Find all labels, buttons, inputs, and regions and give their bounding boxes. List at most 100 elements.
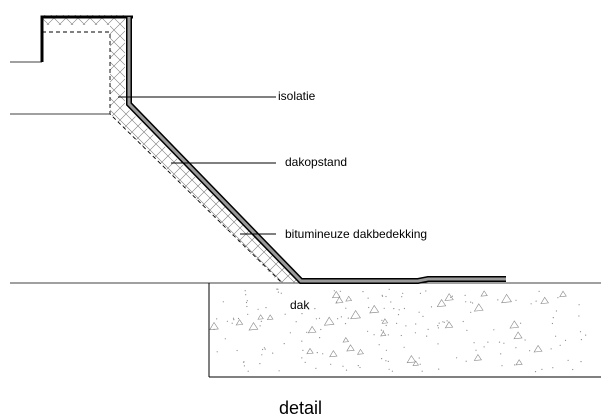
concrete-speck (244, 290, 246, 292)
concrete-speck (342, 365, 344, 367)
concrete-speck (315, 318, 317, 320)
concrete-speck (578, 304, 580, 306)
concrete-speck (259, 325, 261, 327)
concrete-speck (257, 308, 259, 310)
concrete-aggregate-triangle (346, 344, 355, 352)
concrete-speck (520, 322, 522, 324)
concrete-speck (580, 361, 582, 363)
concrete-speck (233, 319, 235, 321)
concrete-speck (530, 303, 532, 305)
concrete-speck (260, 320, 262, 322)
concrete-speck (524, 339, 526, 341)
concrete-speck (405, 325, 407, 327)
concrete-aggregate-triangle (533, 344, 543, 353)
concrete-speck (475, 349, 477, 351)
concrete-aggregate-triangle (331, 290, 341, 299)
concrete-speck (401, 296, 403, 298)
concrete-slab-body (209, 283, 601, 377)
concrete-speck (261, 354, 263, 356)
concrete-speck (442, 321, 444, 323)
concrete-speck (367, 330, 369, 332)
concrete-speck (552, 317, 554, 319)
concrete-speck (222, 301, 224, 303)
concrete-aggregate-triangle (513, 331, 523, 340)
concrete-speck (245, 294, 247, 296)
concrete-aggregate-triangle (342, 336, 350, 343)
concrete-aggregate-triangle (345, 295, 353, 302)
concrete-speck (380, 329, 382, 331)
insulation-dashed-outline (42, 31, 283, 284)
concrete-speck (550, 348, 552, 350)
concrete-speck (427, 328, 429, 330)
concrete-aggregate-triangle (266, 314, 274, 320)
concrete-speck (419, 292, 421, 294)
concrete-speck (385, 324, 387, 327)
concrete-aggregate-triangle (356, 348, 364, 355)
concrete-speck (237, 317, 240, 320)
concrete-speck (278, 370, 280, 372)
concrete-roof-slab (208, 283, 601, 378)
concrete-speck (497, 299, 499, 301)
concrete-speck (301, 313, 303, 315)
concrete-aggregate-triangle (329, 350, 338, 358)
concrete-speck (515, 347, 517, 349)
label-upstand: dakopstand (285, 155, 348, 169)
concrete-speck (280, 292, 282, 294)
concrete-speck (381, 295, 384, 297)
concrete-speck (387, 334, 389, 336)
concrete-speck (308, 308, 310, 310)
concrete-speck (382, 330, 384, 332)
concrete-speck (276, 288, 278, 290)
concrete-speck (462, 320, 464, 323)
concrete-speck (322, 353, 324, 355)
concrete-speck (398, 309, 400, 311)
concrete-speck (289, 332, 291, 334)
concrete-speck (315, 367, 317, 369)
concrete-speck (390, 301, 392, 303)
concrete-speck (385, 360, 387, 362)
insulation-layer (42, 15, 300, 284)
concrete-speck (419, 363, 421, 365)
concrete-speck (246, 305, 248, 308)
concrete-speck (437, 343, 439, 345)
concrete-speck (534, 371, 537, 373)
concrete-speck (247, 313, 249, 315)
concrete-speck (402, 292, 404, 294)
concrete-speck (464, 294, 466, 296)
concrete-speck (501, 365, 503, 367)
concrete-aggregate-triangle (515, 359, 523, 366)
concrete-speck (493, 329, 495, 331)
concrete-speck (295, 321, 297, 323)
concrete-aggregate-triangle (369, 304, 380, 314)
concrete-speck (515, 299, 517, 301)
concrete-speck (514, 364, 516, 366)
bituminous-membrane (126, 17, 506, 284)
concrete-speck (438, 368, 440, 370)
concrete-aggregate-triangle (559, 290, 567, 298)
concrete-speck (304, 361, 306, 363)
concrete-speck (277, 288, 279, 290)
concrete-speck (425, 290, 427, 292)
concrete-aggregate-triangle (381, 318, 389, 324)
concrete-speck (302, 349, 304, 351)
concrete-aggregate-triangle (480, 290, 488, 297)
concrete-speck (465, 301, 467, 303)
concrete-speck (362, 291, 364, 293)
label-leaders (118, 96, 276, 235)
concrete-speck (344, 323, 347, 325)
concrete-speck (381, 358, 383, 360)
concrete-aggregate-triangle (509, 320, 520, 329)
concrete-speck (263, 347, 265, 349)
concrete-speck (470, 311, 472, 313)
concrete-speck (472, 302, 474, 304)
concrete-speck (381, 294, 383, 296)
concrete-aggregate-triangle (335, 296, 344, 304)
concrete-speck (541, 368, 543, 370)
label-membrane: bitumineuze dakbedekking (285, 227, 428, 241)
concrete-speck (265, 307, 267, 309)
concrete-speck (385, 349, 387, 351)
concrete-speck (242, 361, 245, 363)
label-insulation: isolatie (278, 89, 316, 103)
concrete-speck (430, 306, 433, 308)
concrete-speck (259, 363, 261, 365)
